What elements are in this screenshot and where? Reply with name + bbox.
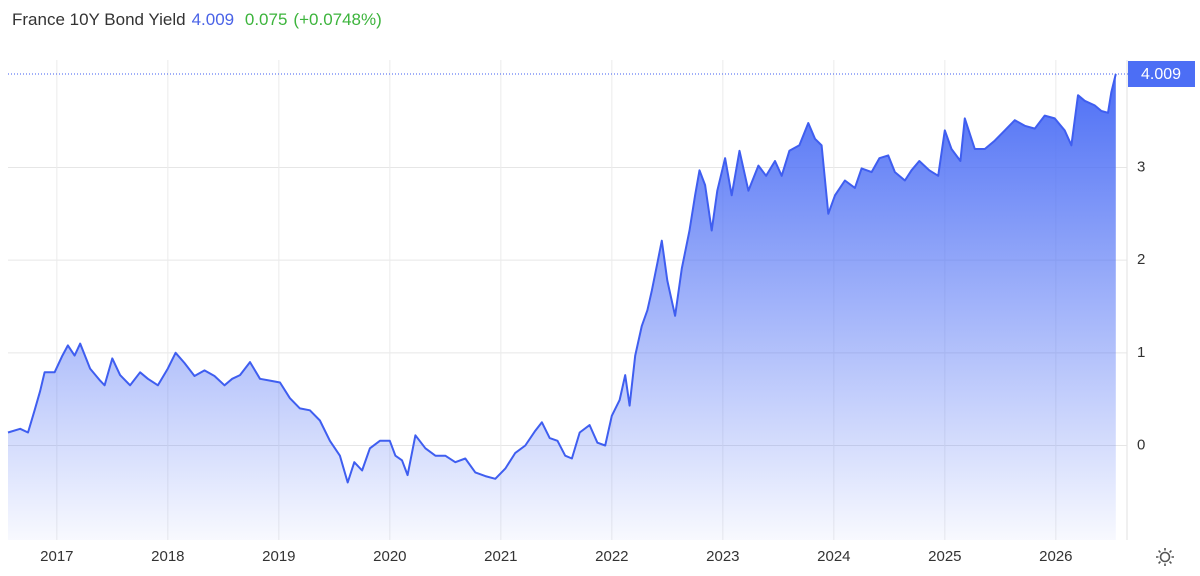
change-percent: (+0.0748%) <box>293 10 382 29</box>
settings-icon[interactable] <box>1156 548 1174 566</box>
x-tick-label: 2023 <box>706 548 739 565</box>
y-tick-label: 3 <box>1137 158 1145 175</box>
x-tick-label: 2018 <box>151 548 184 565</box>
x-tick-label: 2026 <box>1039 548 1072 565</box>
x-tick-label: 2020 <box>373 548 406 565</box>
x-tick-label: 2017 <box>40 548 73 565</box>
y-tick-label: 1 <box>1137 344 1145 361</box>
last-value-badge <box>1128 60 1195 87</box>
title: France 10Y Bond Yield <box>12 10 186 29</box>
y-tick-label: 0 <box>1137 436 1145 453</box>
x-tick-label: 2025 <box>928 548 961 565</box>
line <box>7 73 1117 484</box>
x-tick-label: 2024 <box>817 548 850 565</box>
y-tick-label: 2 <box>1137 251 1145 268</box>
current-value: 4.009 <box>191 10 235 29</box>
x-tick-label: 2021 <box>484 548 517 565</box>
x-tick-label: 2022 <box>595 548 628 565</box>
header: France 10Y Bond Yield 4.009 0.075 (+0.0748… <box>12 10 388 30</box>
last-value-label: 4.009 <box>1141 66 1181 83</box>
x-tick-label: 2019 <box>262 548 295 565</box>
change: 0.075 <box>244 10 288 29</box>
